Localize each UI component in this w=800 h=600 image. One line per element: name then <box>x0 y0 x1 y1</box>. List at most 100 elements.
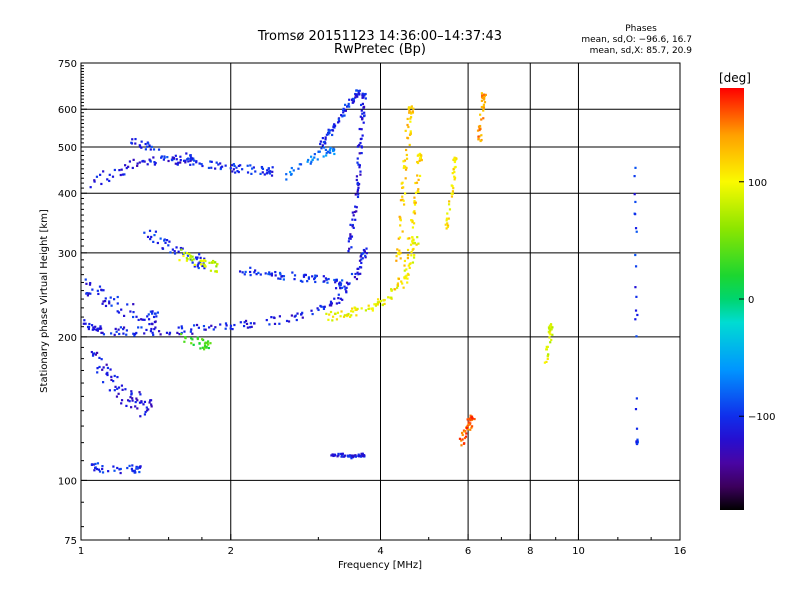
data-point <box>96 351 99 355</box>
data-point <box>99 325 102 328</box>
data-point <box>350 454 353 457</box>
data-point <box>231 170 234 173</box>
data-point <box>156 311 160 314</box>
data-point <box>183 252 186 255</box>
data-point <box>201 264 204 268</box>
data-point <box>473 417 476 421</box>
data-point <box>406 248 410 252</box>
data-point <box>93 179 96 182</box>
data-point <box>328 149 332 152</box>
data-point <box>405 274 408 277</box>
data-point <box>405 166 408 170</box>
data-point <box>355 210 358 213</box>
data-point <box>244 319 248 323</box>
data-point <box>149 237 152 241</box>
data-point <box>343 285 346 288</box>
data-point <box>116 387 119 390</box>
data-point <box>119 326 123 329</box>
data-point <box>164 241 167 244</box>
data-point <box>270 174 274 177</box>
data-point <box>350 314 353 317</box>
data-point <box>94 462 97 466</box>
data-point <box>129 396 132 399</box>
data-point <box>150 235 153 239</box>
data-point <box>634 213 637 216</box>
data-point <box>321 144 324 147</box>
data-point <box>331 129 335 132</box>
data-point <box>106 373 109 377</box>
data-point <box>470 415 473 419</box>
data-point <box>88 283 92 286</box>
data-point <box>271 170 274 173</box>
data-point <box>322 155 325 158</box>
data-point <box>197 266 200 270</box>
data-point <box>176 163 179 166</box>
data-point <box>263 173 266 176</box>
data-point <box>446 222 449 225</box>
x-tick-label: 8 <box>527 546 533 557</box>
data-point <box>100 288 103 291</box>
data-point <box>203 328 206 331</box>
data-point <box>273 316 276 320</box>
data-point <box>345 313 349 316</box>
data-point <box>364 254 367 257</box>
data-point <box>375 303 378 306</box>
data-point <box>415 243 418 246</box>
data-point <box>403 269 406 272</box>
y-axis-label: Stationary phase Virtual Height [km] <box>39 209 50 393</box>
data-point <box>135 466 138 470</box>
data-point <box>109 332 113 335</box>
data-point <box>150 405 153 408</box>
data-point <box>118 468 121 471</box>
data-point <box>355 277 359 281</box>
data-point <box>174 154 177 157</box>
data-point <box>404 277 408 280</box>
data-point <box>120 402 123 405</box>
data-point <box>207 346 210 350</box>
data-point <box>634 408 638 411</box>
data-point <box>417 178 420 181</box>
data-point <box>327 133 330 136</box>
data-point <box>361 94 364 97</box>
data-point <box>134 405 137 408</box>
data-point <box>95 328 98 332</box>
data-point <box>146 145 149 148</box>
data-point <box>116 375 119 379</box>
data-point <box>140 326 143 329</box>
data-point <box>353 276 357 279</box>
data-point <box>245 322 249 325</box>
data-point <box>107 470 110 473</box>
data-point <box>165 331 169 334</box>
data-point <box>307 158 310 162</box>
data-point <box>298 163 301 166</box>
data-point <box>467 417 470 421</box>
data-point <box>338 120 341 123</box>
data-point <box>453 176 457 179</box>
data-point <box>469 414 472 417</box>
data-point <box>134 137 137 141</box>
data-point <box>154 320 157 323</box>
data-point <box>354 93 357 97</box>
data-point <box>348 237 351 240</box>
data-point <box>310 155 313 158</box>
data-point <box>100 331 103 334</box>
data-point <box>92 326 95 329</box>
data-point <box>125 333 128 336</box>
data-point <box>224 327 227 330</box>
data-point <box>362 114 366 118</box>
data-point <box>411 248 414 251</box>
data-point <box>337 297 340 300</box>
data-point <box>321 136 324 140</box>
data-point <box>404 177 407 180</box>
data-point <box>127 165 130 168</box>
data-point <box>310 160 313 163</box>
data-point <box>102 300 105 303</box>
data-point <box>185 259 189 262</box>
data-point <box>128 464 131 468</box>
data-point <box>293 315 296 318</box>
data-point <box>420 154 423 157</box>
data-point <box>202 263 205 266</box>
data-point <box>356 95 359 98</box>
data-point <box>476 129 480 132</box>
data-point <box>306 280 309 283</box>
